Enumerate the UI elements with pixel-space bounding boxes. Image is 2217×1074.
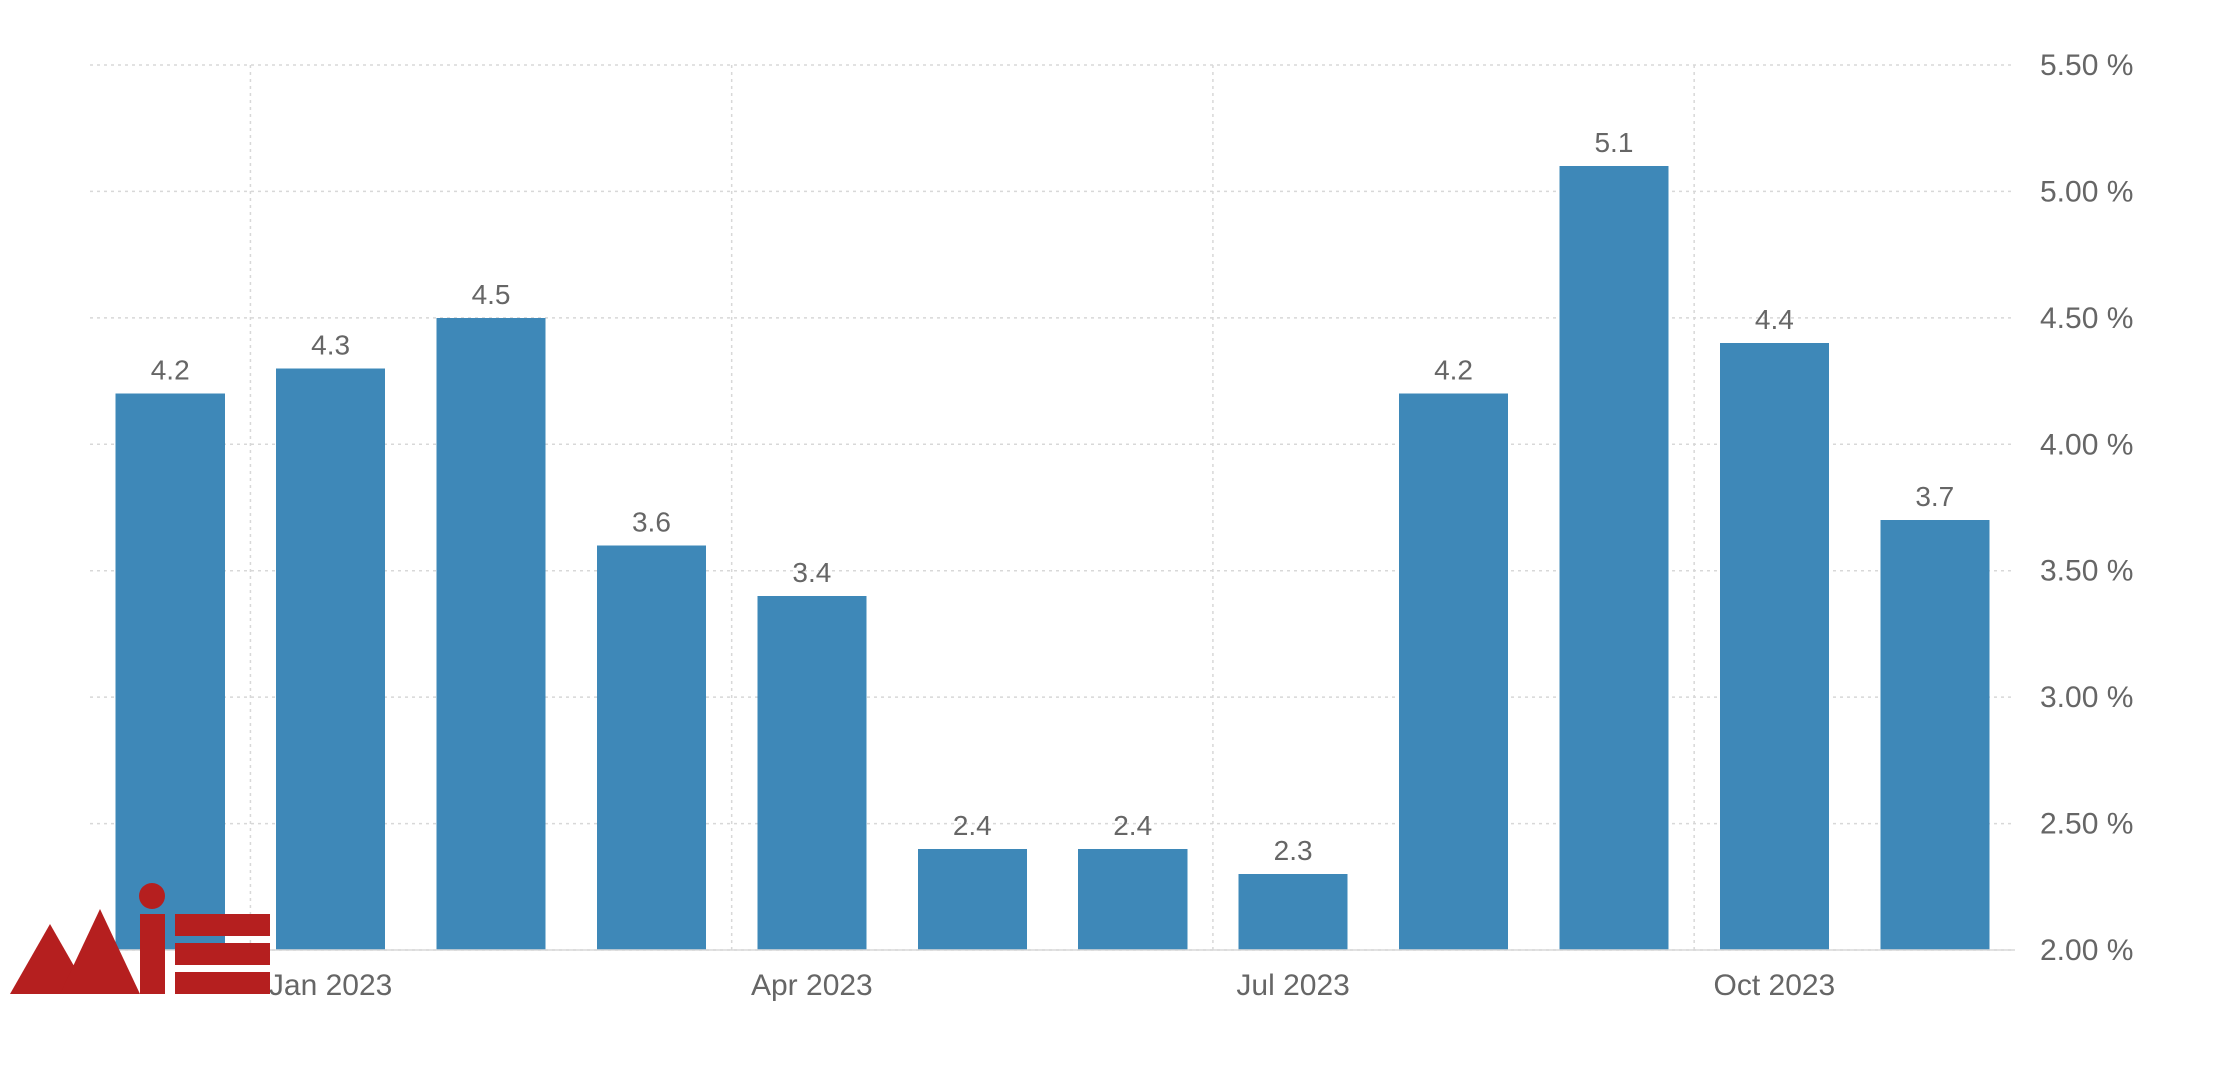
x-axis-label: Jan 2023 (269, 969, 392, 1002)
bar-value-label: 2.4 (953, 810, 992, 841)
bar-value-label: 3.7 (1915, 481, 1954, 512)
x-axis-label: Jul 2023 (1236, 969, 1349, 1002)
bar (1720, 343, 1829, 950)
bar-value-label: 4.3 (311, 329, 350, 360)
bar (918, 849, 1027, 950)
bar-value-label: 4.5 (472, 279, 511, 310)
bar (1559, 166, 1668, 950)
logo-shape (10, 883, 270, 994)
bar (597, 545, 706, 950)
x-axis-label: Apr 2023 (751, 969, 873, 1002)
bar-chart: 2.00 % 2.50 % 3.00 % 3.50 % 4.00 % 4.50 % 5.00… (0, 0, 2217, 1074)
bar-value-label: 3.4 (792, 557, 831, 588)
bar (1239, 874, 1348, 950)
bar-value-label: 4.4 (1755, 304, 1794, 335)
y-axis-label: 4.50 % (2040, 302, 2133, 335)
bar-value-label: 5.1 (1594, 127, 1633, 158)
y-axis-label: 4.00 % (2040, 428, 2133, 461)
bar-value-label: 2.4 (1113, 810, 1152, 841)
bar (1078, 849, 1187, 950)
bar (1399, 394, 1508, 950)
watermark-logo (10, 854, 270, 1004)
bar-value-label: 3.6 (632, 506, 671, 537)
bar-value-label: 2.3 (1274, 835, 1313, 866)
bar-value-label: 4.2 (151, 355, 190, 386)
y-axis-label: 2.50 % (2040, 808, 2133, 841)
chart-container: 2.00 % 2.50 % 3.00 % 3.50 % 4.00 % 4.50 % 5.00… (0, 0, 2217, 1074)
x-axis-label: Oct 2023 (1714, 969, 1836, 1002)
bar (276, 368, 385, 950)
bar (757, 596, 866, 950)
y-axis-label: 2.00 % (2040, 934, 2133, 967)
y-axis-label: 3.50 % (2040, 555, 2133, 588)
y-axis-label: 3.00 % (2040, 681, 2133, 714)
y-axis-label: 5.50 % (2040, 49, 2133, 82)
bar-value-label: 4.2 (1434, 355, 1473, 386)
bar (437, 318, 546, 950)
bar (1880, 520, 1989, 950)
y-axis-label: 5.00 % (2040, 175, 2133, 208)
